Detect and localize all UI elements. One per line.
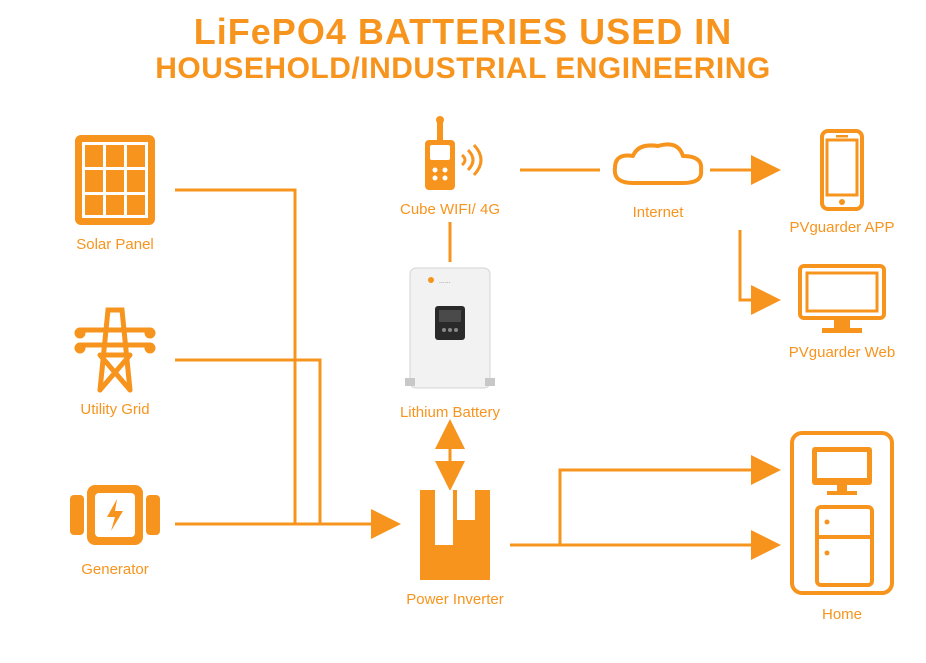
svg-text:......: ...... [439,278,451,285]
node-cube-wifi: Cube WIFI/ 4G [380,115,520,218]
pvguarder-web-label: PVguarder Web [772,344,912,361]
utility-grid-label: Utility Grid [55,401,175,418]
solar-panel-icon [55,130,175,230]
node-pvguarder-web: PVguarder Web [772,258,912,361]
generator-icon [55,475,175,555]
lithium-battery-icon: ...... [380,258,520,398]
home-appliance-icon [772,425,912,600]
internet-icon [598,138,718,198]
utility-grid-icon [55,300,175,395]
node-home: Home [772,425,912,623]
title-line-1: LiFePO4 BATTERIES USED IN [0,12,926,52]
node-utility-grid: Utility Grid [55,300,175,418]
node-power-inverter: Power Inverter [395,485,515,608]
power-inverter-label: Power Inverter [395,591,515,608]
lithium-battery-label: Lithium Battery [380,404,520,421]
generator-label: Generator [55,561,175,578]
internet-label: Internet [598,204,718,221]
power-inverter-icon [395,485,515,585]
pvguarder-app-label: PVguarder APP [772,219,912,236]
title-line-2: HOUSEHOLD/INDUSTRIAL ENGINEERING [0,52,926,85]
node-generator: Generator [55,475,175,578]
monitor-icon [772,258,912,338]
node-pvguarder-app: PVguarder APP [772,128,912,236]
node-internet: Internet [598,138,718,221]
phone-icon [772,128,912,213]
node-lithium-battery: ...... Lithium Battery [380,258,520,421]
cube-wifi-icon [380,115,520,195]
cube-wifi-label: Cube WIFI/ 4G [380,201,520,218]
diagram-title: LiFePO4 BATTERIES USED IN HOUSEHOLD/INDU… [0,0,926,85]
node-solar-panel: Solar Panel [55,130,175,253]
home-label: Home [772,606,912,623]
solar-panel-label: Solar Panel [55,236,175,253]
